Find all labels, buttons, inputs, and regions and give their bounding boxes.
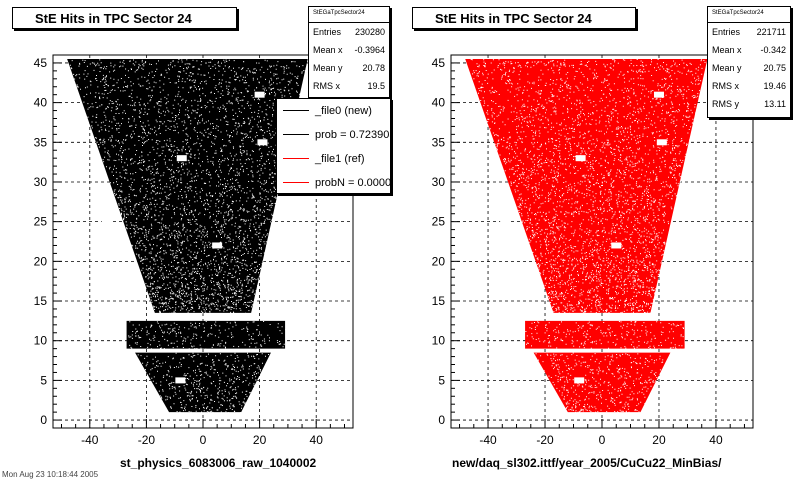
right-stats-row: Mean y 20.75 [712,63,786,73]
hit-gap [212,242,223,249]
hit-region [126,320,286,349]
right-stats-name: StEGaTpcSector24 [708,7,790,23]
x-tick-label: 20 [652,433,666,447]
left-stats-row: Mean x -0.3964 [313,45,385,55]
legend-entry: prob = 0.723903 [277,123,390,147]
y-tick-label: 25 [432,215,446,229]
y-tick-label: 30 [432,175,446,189]
right-x-label: new/daq_sl302.ittf/year_2005/CuCu22_MinB… [452,456,722,470]
left-stats-name: StEGaTpcSector24 [309,7,389,23]
hit-region [533,352,671,413]
y-tick-label: 0 [438,413,445,427]
y-tick-label: 15 [432,294,446,308]
y-tick-label: 40 [432,96,446,110]
y-tick-label: 35 [34,135,48,149]
left-stats-row: Entries 230280 [313,27,385,37]
left-x-label: st_physics_6083006_raw_1040002 [120,456,317,470]
y-tick-label: 10 [34,334,48,348]
left-stats-box: StEGaTpcSector24 Entries 230280 Mean x -0.… [308,6,390,98]
right-stats-box: StEGaTpcSector24 Entries 221711 Mean x -0.… [707,6,791,118]
hit-gap [575,155,586,162]
right-stats-row: RMS y 13.11 [712,99,786,109]
left-stats-row: RMS x 19.5 [313,81,385,91]
x-tick-label: 20 [253,433,267,447]
y-tick-label: 30 [34,175,48,189]
legend-line-icon [283,182,309,183]
y-tick-label: 20 [432,254,446,268]
right-stats-row: Mean x -0.342 [712,45,786,55]
legend-box: _file0 (new) prob = 0.723903 _file1 (ref… [276,98,391,194]
legend-entry: _file0 (new) [277,99,390,123]
hit-gap [574,377,585,384]
legend-line-icon [283,134,309,135]
hit-gap [254,91,265,98]
hit-gap [611,242,622,249]
hit-region [135,352,271,413]
x-tick-label: -40 [479,433,497,447]
left-title-text: StE Hits in TPC Sector 24 [35,11,192,26]
hit-region [525,320,685,349]
y-tick-label: 5 [40,373,47,387]
x-tick-label: -20 [536,433,554,447]
timestamp: Mon Aug 23 10:18:44 2005 [2,470,99,479]
right-stats-row: RMS x 19.46 [712,81,786,91]
x-tick-label: 0 [200,433,207,447]
left-panel-title: StE Hits in TPC Sector 24 [12,7,237,29]
right-title-text: StE Hits in TPC Sector 24 [435,11,592,26]
legend-entry: probN = 0.000000 [277,171,390,193]
y-tick-label: 10 [432,334,446,348]
x-tick-label: 40 [310,433,324,447]
hit-gap [176,155,187,162]
y-tick-label: 15 [34,294,48,308]
hit-gap [656,139,667,146]
y-tick-label: 40 [34,96,48,110]
hit-gap [175,377,186,384]
hit-gap [500,218,511,225]
x-tick-label: 0 [599,433,606,447]
legend-line-icon [283,158,309,159]
right-stats-row: Entries 221711 [712,27,786,37]
y-tick-label: 45 [432,56,446,70]
hit-gap [257,139,268,146]
y-tick-label: 0 [40,413,47,427]
y-tick-label: 20 [34,254,48,268]
x-tick-label: 40 [709,433,723,447]
hit-region [67,58,308,313]
hit-texture [470,59,706,414]
x-tick-label: -20 [138,433,156,447]
y-tick-label: 45 [34,56,48,70]
hit-gap [653,91,664,98]
legend-entry: _file1 (ref) [277,147,390,171]
y-tick-label: 35 [432,135,446,149]
legend-line-icon [283,110,309,111]
x-tick-label: -40 [81,433,99,447]
y-tick-label: 5 [438,373,445,387]
left-stats-row: Mean y 20.78 [313,63,385,73]
right-panel-title: StE Hits in TPC Sector 24 [412,7,636,29]
hit-gap [101,218,112,225]
y-tick-label: 25 [34,215,48,229]
